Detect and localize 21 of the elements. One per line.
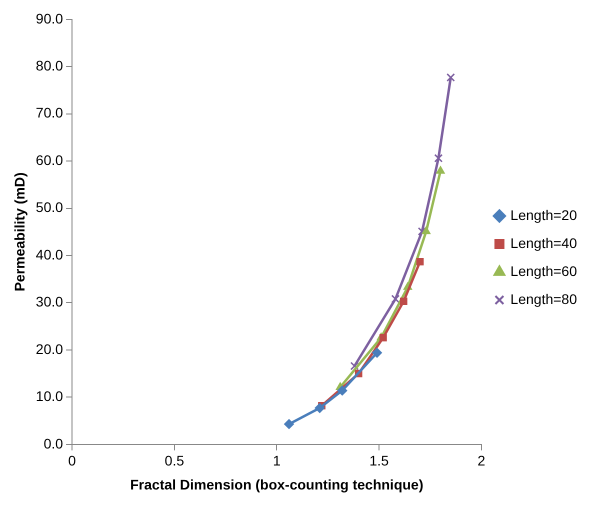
x-tick-label: 0	[68, 452, 76, 469]
y-tick-label: 10.0	[36, 388, 64, 404]
y-tick-label: 90.0	[36, 10, 64, 26]
legend-label: Length=20	[510, 206, 578, 223]
x-tick-label: 0.5	[164, 452, 184, 469]
x-tick-label: 2	[478, 452, 486, 469]
y-tick-label: 40.0	[36, 246, 64, 262]
y-axis-title: Permeability (mD)	[11, 172, 28, 292]
y-tick-label: 30.0	[36, 294, 64, 310]
y-tick-label: 80.0	[36, 57, 64, 74]
x-tick-label: 1.5	[369, 452, 390, 469]
y-tick-label: 70.0	[36, 104, 64, 121]
y-tick-label: 50.0	[36, 199, 64, 216]
legend-label: Length=40	[510, 234, 578, 251]
y-tick-label: 0.0	[44, 435, 64, 452]
legend-label: Length=80	[510, 290, 578, 307]
x-tick-label: 1	[272, 452, 281, 469]
y-tick-label: 20.0	[36, 340, 64, 357]
x-axis-title: Fractal Dimension (box-counting technique)	[130, 476, 424, 492]
y-tick-label: 60.0	[36, 152, 64, 168]
legend-label: Length=60	[510, 262, 578, 279]
